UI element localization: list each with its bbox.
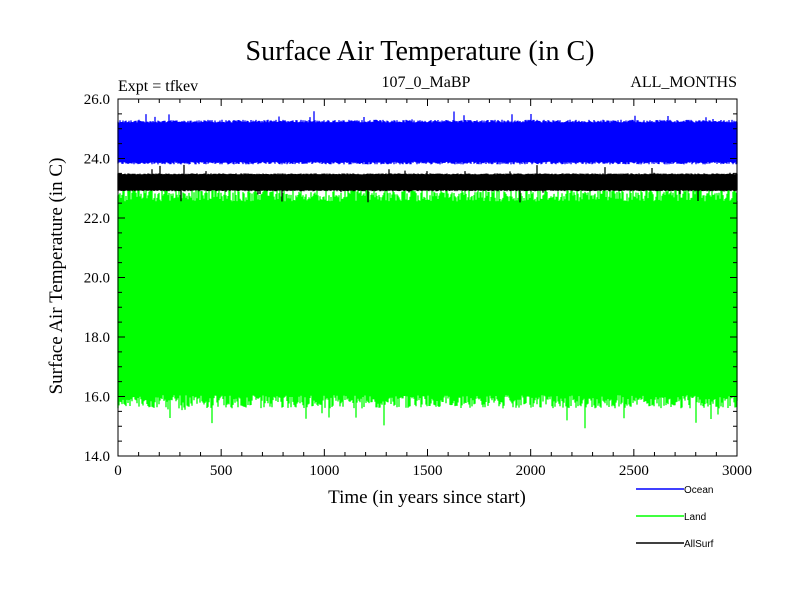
x-tick-label: 3000 xyxy=(722,463,752,479)
x-tick-label: 2500 xyxy=(619,463,649,479)
x-axis-label: Time (in years since start) xyxy=(328,487,526,508)
chart-title: Surface Air Temperature (in C) xyxy=(246,36,595,67)
y-tick-label: 14.0 xyxy=(84,449,110,465)
y-tick-label: 22.0 xyxy=(84,211,110,227)
legend-label-allsurf: AllSurf xyxy=(684,539,714,550)
x-tick-label: 1500 xyxy=(413,463,443,479)
chart-subtitle-center: 107_0_MaBP xyxy=(382,74,471,91)
x-tick-label: 2000 xyxy=(516,463,546,479)
series-layer xyxy=(117,111,738,429)
chart-subtitle-right: ALL_MONTHS xyxy=(630,74,737,91)
y-axis-label: Surface Air Temperature (in C) xyxy=(46,158,67,395)
legend: Ocean Land AllSurf xyxy=(636,485,714,550)
x-tick-label: 0 xyxy=(114,463,122,479)
y-tick-label: 18.0 xyxy=(84,330,110,346)
y-tick-label: 20.0 xyxy=(84,271,110,287)
axes-layer: 14.0 16.0 18.0 20.0 22.0 24.0 26.0 0 500 1000 1500… xyxy=(84,92,752,479)
y-tick-label: 26.0 xyxy=(84,92,110,108)
legend-label-land: Land xyxy=(684,512,706,523)
legend-label-ocean: Ocean xyxy=(684,485,713,496)
y-tick-label: 16.0 xyxy=(84,390,110,406)
y-tick-label: 24.0 xyxy=(84,152,110,168)
x-tick-label: 1000 xyxy=(309,463,339,479)
chart-subtitle-left: Expt = tfkev xyxy=(118,78,198,95)
x-tick-label: 500 xyxy=(210,463,233,479)
series-land-line xyxy=(117,176,738,429)
